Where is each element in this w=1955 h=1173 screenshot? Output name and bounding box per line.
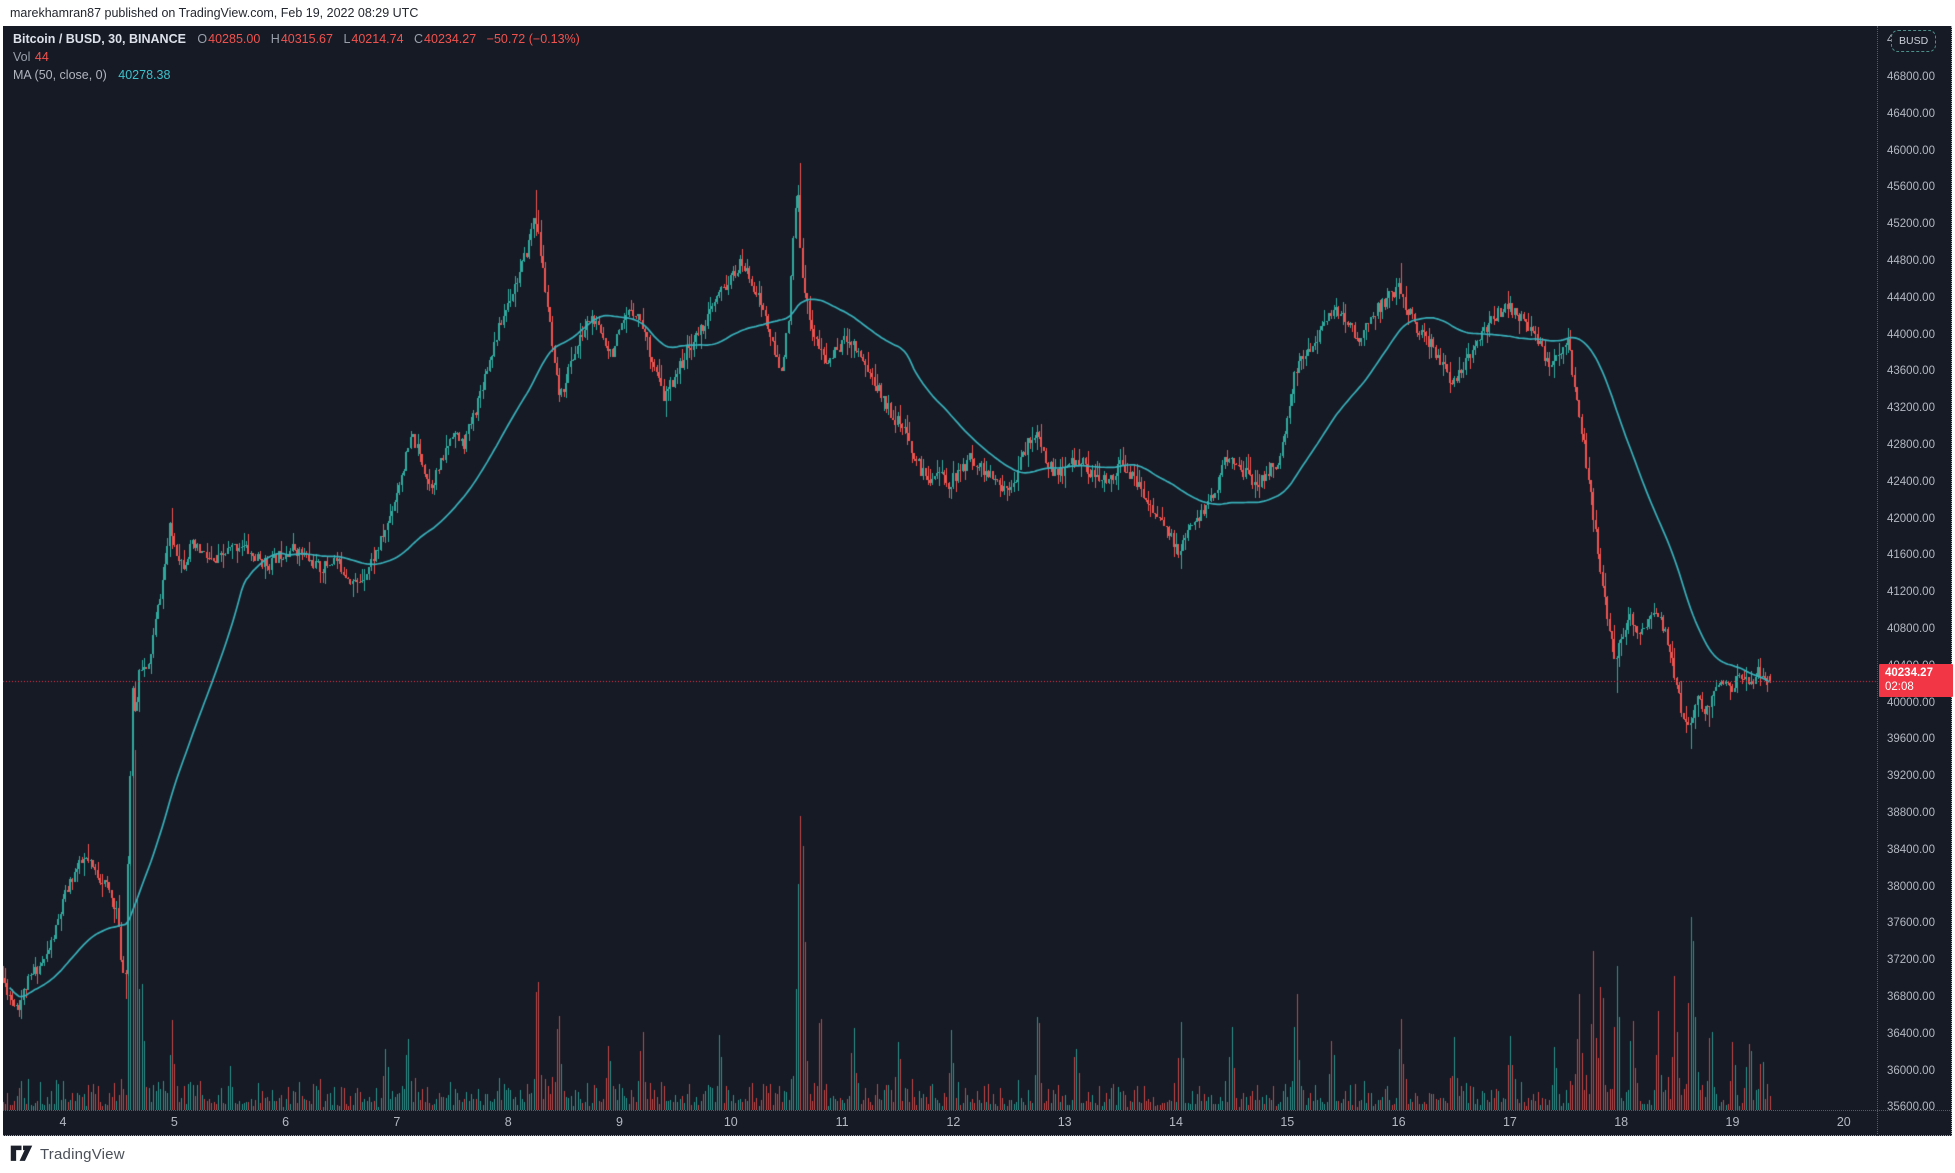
price-tick-label: 40000.00 xyxy=(1887,696,1935,709)
price-tick-label: 42000.00 xyxy=(1887,512,1935,525)
price-tick-label: 36000.00 xyxy=(1887,1064,1935,1077)
price-tick-label: 38400.00 xyxy=(1887,843,1935,856)
time-tick-label: 19 xyxy=(1725,1115,1740,1129)
time-tick-label: 8 xyxy=(504,1115,512,1129)
price-tick-label: 39200.00 xyxy=(1887,770,1935,783)
current-price-badge: 40234.27 02:08 xyxy=(1879,664,1953,697)
price-tick-label: 46800.00 xyxy=(1887,71,1935,83)
snapshot-footer: TradingView xyxy=(0,1136,1955,1173)
time-tick-label: 15 xyxy=(1280,1115,1295,1129)
time-tick-label: 20 xyxy=(1836,1115,1851,1129)
tradingview-logo-icon xyxy=(10,1145,33,1161)
time-tick-label: 17 xyxy=(1502,1115,1517,1129)
price-tick-label: 38000.00 xyxy=(1887,880,1935,893)
time-tick-label: 12 xyxy=(946,1115,961,1129)
time-tick-label: 13 xyxy=(1057,1115,1072,1129)
price-tick-label: 43600.00 xyxy=(1887,365,1935,378)
time-tick-label: 4 xyxy=(59,1115,67,1129)
price-tick-label: 40800.00 xyxy=(1887,623,1935,635)
price-tick-label: 37600.00 xyxy=(1887,917,1935,930)
snapshot-header: marekhamran87 published on TradingView.c… xyxy=(0,0,1955,26)
price-tick-label: 36800.00 xyxy=(1887,991,1935,1003)
time-tick-label: 16 xyxy=(1391,1115,1406,1129)
time-tick-label: 6 xyxy=(282,1115,290,1129)
price-axis[interactable]: 35600.00 36000.00 36400.00 36800.00 37200.00… xyxy=(1877,26,1953,1136)
price-tick-label: 46400.00 xyxy=(1887,107,1935,120)
attribution-text: marekhamran87 published on TradingView.c… xyxy=(10,6,419,20)
time-tick-label: 9 xyxy=(616,1115,623,1129)
bar-countdown: 02:08 xyxy=(1885,681,1914,693)
time-tick-label: 10 xyxy=(723,1115,738,1129)
price-tick-label: 44000.00 xyxy=(1887,328,1935,341)
chart-area: Bitcoin / BUSD, 30, BINANCE O40285.00 H4… xyxy=(3,26,1953,1136)
price-tick-label: 39600.00 xyxy=(1887,733,1935,746)
tradingview-logo-text: TradingView xyxy=(40,1145,125,1163)
time-tick-label: 18 xyxy=(1614,1115,1629,1129)
price-tick-label: 35600.00 xyxy=(1887,1101,1935,1114)
price-tick-label: 46000.00 xyxy=(1887,144,1935,157)
price-tick-label: 45600.00 xyxy=(1887,181,1935,194)
tradingview-logo[interactable]: TradingView xyxy=(10,1144,125,1164)
price-tick-label: 41200.00 xyxy=(1887,586,1935,599)
time-tick-label: 5 xyxy=(170,1115,178,1129)
candlestick-chart-canvas[interactable] xyxy=(3,26,1877,1110)
price-tick-label: 37200.00 xyxy=(1887,954,1935,967)
time-tick-label: 11 xyxy=(835,1115,849,1129)
time-tick-label: 14 xyxy=(1169,1115,1183,1129)
current-price-value: 40234.27 xyxy=(1885,667,1933,679)
price-tick-label: 41600.00 xyxy=(1887,549,1935,562)
time-tick-label: 7 xyxy=(393,1115,401,1129)
price-tick-label: 36400.00 xyxy=(1887,1027,1935,1040)
price-tick-label: 44400.00 xyxy=(1887,291,1935,304)
price-tick-label: 42800.00 xyxy=(1887,439,1935,451)
price-tick-label: 45200.00 xyxy=(1887,218,1935,231)
price-tick-label: 44800.00 xyxy=(1887,255,1935,267)
time-axis[interactable]: 4 5 6 7 8 9 10 11 12 13 14 15 16 17 18 19 20 xyxy=(3,1110,1952,1136)
price-tick-label: 42400.00 xyxy=(1887,475,1935,488)
price-tick-label: 38800.00 xyxy=(1887,807,1935,819)
price-tick-label: 43200.00 xyxy=(1887,402,1935,415)
currency-chip[interactable]: BUSD xyxy=(1891,30,1937,52)
